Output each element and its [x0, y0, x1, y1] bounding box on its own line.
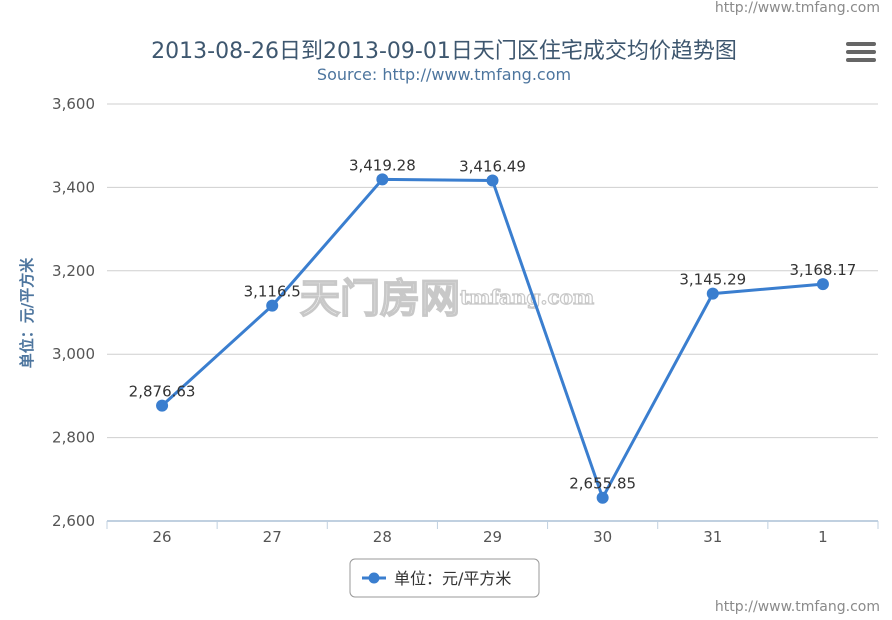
data-label: 2,655.85 [569, 475, 636, 493]
data-label: 3,168.17 [790, 261, 857, 279]
y-tick-label: 3,200 [52, 262, 95, 280]
series-line [161, 177, 824, 500]
data-point[interactable] [266, 299, 279, 312]
data-point[interactable] [486, 174, 499, 187]
legend-marker [368, 572, 380, 584]
data-label: 3,145.29 [679, 271, 746, 289]
x-tick-label: 31 [703, 528, 722, 546]
y-tick-label: 3,400 [52, 178, 95, 196]
x-tick-label: 1 [818, 528, 828, 546]
y-axis-label: 单位：元/平方米 [18, 257, 36, 368]
watermark-center-cn: 天门房网 [300, 276, 460, 322]
data-point[interactable] [706, 287, 719, 300]
y-tick-label: 2,600 [52, 512, 95, 530]
y-tick-label: 2,800 [52, 429, 95, 447]
data-label: 3,116.5 [244, 283, 301, 301]
x-tick-label: 29 [483, 528, 502, 546]
data-point[interactable] [376, 173, 389, 186]
x-tick-label: 28 [373, 528, 392, 546]
chart-subtitle: Source: http://www.tmfang.com [317, 65, 571, 84]
data-label: 3,416.49 [459, 158, 526, 176]
x-tick-label: 27 [263, 528, 282, 546]
watermark-center-en: tmfang.com [460, 285, 594, 309]
data-point[interactable] [156, 399, 169, 412]
data-point[interactable] [596, 491, 609, 504]
hamburger-menu-icon[interactable] [846, 42, 876, 66]
legend[interactable]: 单位：元/平方米 [349, 558, 540, 598]
chart-title: 2013-08-26日到2013-09-01日天门区住宅成交均价趋势图 [151, 39, 737, 64]
watermark-top: http://www.tmfang.com [714, 0, 880, 16]
legend-label: 单位：元/平方米 [394, 569, 511, 588]
x-tick-label: 30 [593, 528, 612, 546]
data-point[interactable] [816, 278, 829, 291]
x-tick-label: 26 [153, 528, 172, 546]
data-label: 2,876.63 [129, 383, 196, 401]
y-tick-label: 3,600 [52, 95, 95, 113]
y-tick-label: 3,000 [52, 345, 95, 363]
data-label: 3,419.28 [349, 156, 416, 174]
watermark-bottom: http://www.tmfang.com [714, 599, 880, 615]
center-watermark: 天门房网 tmfang.com [299, 275, 594, 323]
